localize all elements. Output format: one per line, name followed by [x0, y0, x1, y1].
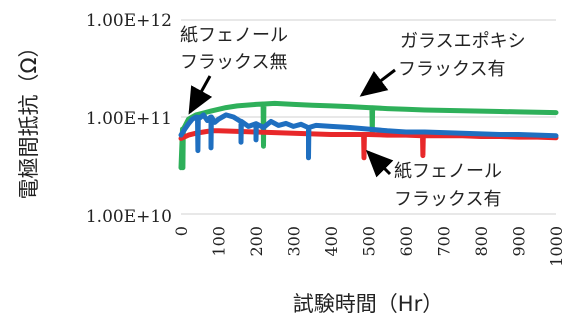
x-tick-label: 300 [285, 226, 304, 257]
annotation-arrow-glass-epoxy-flux [359, 68, 396, 97]
annotation-paper-phenol-flux-line2: フラックス有 [394, 189, 501, 210]
y-axis-label: 電極間抵抗（Ω） [17, 36, 41, 199]
grid-layer [181, 19, 556, 215]
x-tick-label: 900 [510, 226, 529, 257]
series-line-0 [178, 100, 559, 171]
x-tick-label: 1000 [547, 226, 566, 267]
x-axis-label: 試験時間（Hr） [293, 292, 443, 316]
y-tick-label: 1.00E+10 [86, 207, 172, 227]
annotation-paper-phenol-no-flux-line2: フラックス無 [180, 52, 287, 73]
annotation-paper-phenol-no-flux-line1: 紙フェノール [180, 25, 288, 46]
series-layer [178, 100, 559, 171]
x-tick-label: 500 [360, 226, 379, 257]
x-tick-label: 0 [172, 226, 191, 236]
x-tick-label: 800 [472, 226, 491, 257]
x-tick-label: 400 [322, 226, 341, 257]
y-tick-labels: 1.00E+12 1.00E+11 1.00E+10 [86, 11, 172, 227]
y-tick-label: 1.00E+11 [86, 109, 172, 129]
x-tick-label: 200 [247, 226, 266, 257]
y-tick-label: 1.00E+12 [86, 11, 172, 31]
series-line-2 [178, 112, 559, 161]
series-line-1 [178, 128, 559, 161]
annotation-glass-epoxy-flux-line2: フラックス有 [398, 59, 505, 80]
annotation-glass-epoxy-flux-line1: ガラスエポキシ [400, 31, 526, 52]
x-tick-labels: 0 100 200 300 400 500 600 700 800 900 1000 [172, 226, 566, 267]
annotation-arrow-paper-phenol-flux [365, 149, 394, 178]
annotation-arrow-paper-phenol-no-flux [188, 75, 213, 115]
x-tick-label: 600 [397, 226, 416, 257]
x-tick-label: 700 [435, 226, 454, 257]
x-tick-label: 100 [210, 226, 229, 257]
annotation-paper-phenol-flux-line1: 紙フェノール [394, 161, 502, 182]
